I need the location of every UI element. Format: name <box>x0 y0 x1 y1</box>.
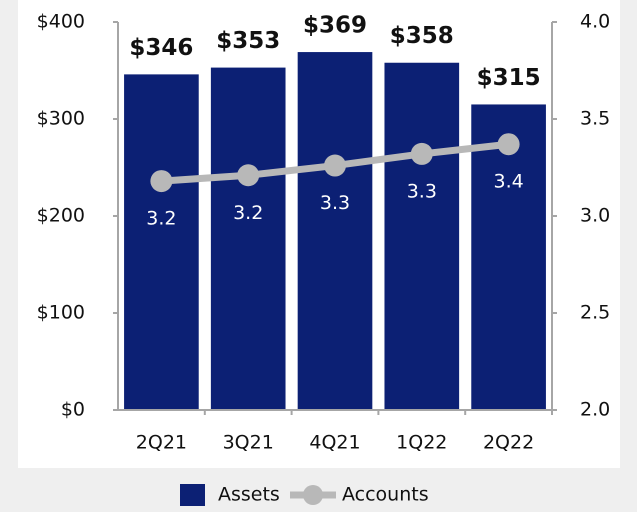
line-point <box>237 164 260 187</box>
y-tick-label: $200 <box>37 205 85 227</box>
x-tick-label: 2Q22 <box>483 432 534 454</box>
bar <box>471 104 546 410</box>
line-point <box>497 133 520 156</box>
legend-swatch <box>303 485 323 505</box>
line-point <box>150 170 173 193</box>
y2-tick-label: 4.0 <box>580 11 610 33</box>
legend-label: Assets <box>218 484 280 506</box>
bar <box>124 74 199 410</box>
y2-tick-label: 2.5 <box>580 302 610 324</box>
x-tick-label: 3Q21 <box>223 432 274 454</box>
legend-swatch <box>180 484 205 506</box>
bar-label: $369 <box>303 13 367 39</box>
y-tick-label: $0 <box>61 399 85 421</box>
line-label: 3.3 <box>407 180 437 202</box>
line-point <box>410 142 433 165</box>
bar-label: $353 <box>216 28 280 54</box>
bar <box>210 67 286 410</box>
bar-label: $358 <box>390 23 454 49</box>
bar-label: $315 <box>477 65 541 91</box>
y2-tick-label: 2.0 <box>580 399 610 421</box>
line-label: 3.2 <box>233 202 263 224</box>
bar <box>384 62 460 411</box>
y-tick-label: $400 <box>37 11 85 33</box>
bar <box>297 52 373 410</box>
legend-label: Accounts <box>342 484 429 506</box>
line-label: 3.2 <box>146 208 176 230</box>
x-tick-label: 2Q21 <box>136 432 187 454</box>
bar-label: $346 <box>129 35 193 61</box>
line-point <box>324 154 346 177</box>
x-tick-label: 4Q21 <box>309 432 360 454</box>
y-tick-label: $300 <box>37 108 85 130</box>
y2-tick-label: 3.0 <box>580 205 610 227</box>
x-tick-label: 1Q22 <box>396 432 447 454</box>
y-tick-label: $100 <box>37 302 85 324</box>
line-label: 3.3 <box>320 192 350 214</box>
line-label: 3.4 <box>493 171 523 193</box>
y2-tick-label: 3.5 <box>580 108 610 130</box>
